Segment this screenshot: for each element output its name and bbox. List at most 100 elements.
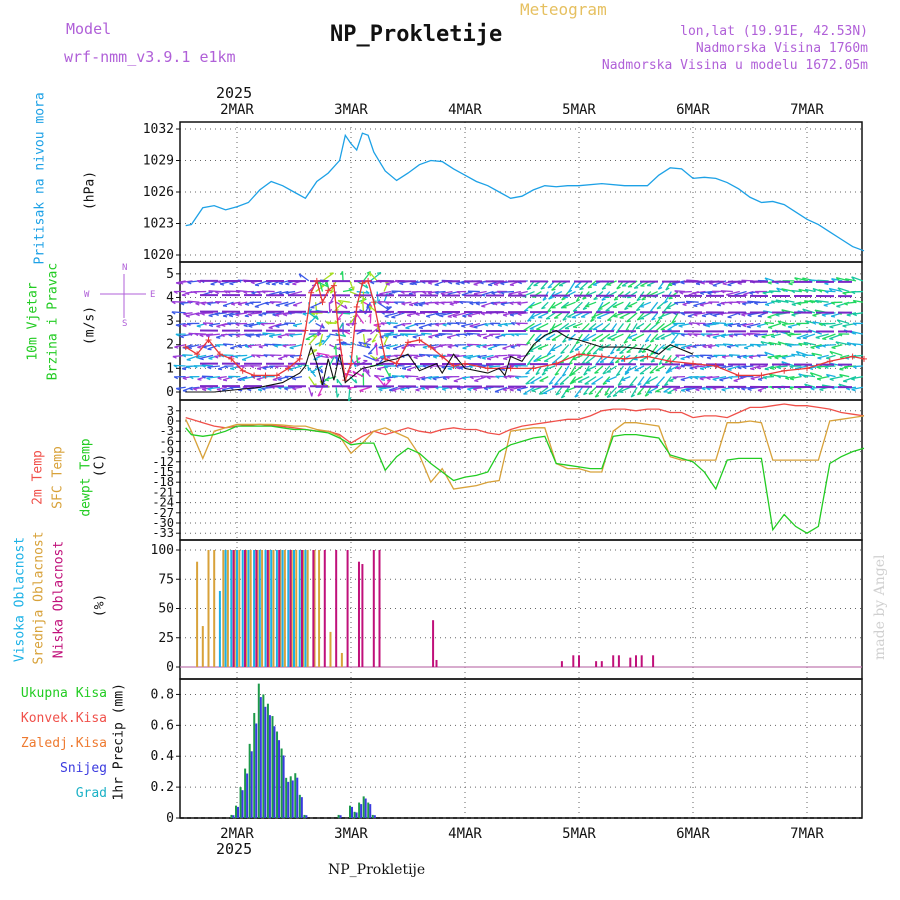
wind-arrow xyxy=(476,344,487,347)
wind-arrow-head xyxy=(407,343,413,348)
wind-arrow-head xyxy=(269,365,274,369)
wind-arrow-head xyxy=(727,324,733,328)
wind-arrow-head xyxy=(727,284,732,287)
wind-arrow-head xyxy=(415,313,420,317)
wind-arrow xyxy=(712,375,727,380)
wind-arrow-head xyxy=(696,322,701,326)
wind-arrow xyxy=(627,333,638,339)
wind-arrow-head xyxy=(282,344,287,348)
wind-arrow-head xyxy=(215,344,221,348)
wind-arrow-head xyxy=(393,301,399,305)
wind-arrow-head xyxy=(214,313,219,317)
wind-arrow-head xyxy=(585,305,590,308)
wind-arrow-head xyxy=(665,371,670,374)
mid-cloud-bar xyxy=(213,550,216,667)
wind-arrow-head xyxy=(851,291,856,295)
wind-arrow-head xyxy=(750,368,755,371)
wind-arrow-head xyxy=(434,291,439,295)
ytick-label: 100 xyxy=(151,543,174,558)
wind-arrow-head xyxy=(672,323,677,327)
wind-arrow-head xyxy=(233,355,239,359)
wind-arrow-head xyxy=(777,320,782,325)
wind-arrow xyxy=(742,322,754,326)
wind-arrow xyxy=(469,322,480,327)
wind-arrow-head xyxy=(602,382,607,385)
wind-arrow xyxy=(734,290,747,296)
precip-snow-bar xyxy=(305,815,308,818)
wind-arrow-head xyxy=(367,369,370,374)
wind-arrow-head xyxy=(479,281,484,285)
wind-arrow-head xyxy=(348,397,352,402)
wind-arrow-head xyxy=(187,281,192,285)
wind-arrow-head xyxy=(392,389,397,392)
wind-arrow-head xyxy=(216,336,221,339)
wind-arrow-head xyxy=(473,283,478,286)
wind-arrow-head xyxy=(386,356,391,359)
wind-arrow xyxy=(462,312,474,317)
wind-arrow xyxy=(631,333,645,341)
wind-arrow-head xyxy=(852,322,857,326)
wind-arrow-head xyxy=(283,354,288,358)
wind-arrow xyxy=(655,365,665,372)
wind-arrow-head xyxy=(475,302,480,306)
wind-arrow-head xyxy=(476,345,481,349)
wind-arrow xyxy=(598,301,611,310)
wind-arrow xyxy=(746,332,761,335)
wind-arrow-head xyxy=(432,377,437,381)
wind-arrow-head xyxy=(442,377,448,381)
wind-arrow xyxy=(671,312,679,324)
wind-arrow-head xyxy=(774,356,779,360)
wind-arrow xyxy=(607,312,618,322)
wind-arrow-head xyxy=(317,393,322,397)
wind-arrow-head xyxy=(624,307,629,311)
wind-arrow-head xyxy=(541,372,547,376)
precip-snow-bar xyxy=(232,815,235,818)
wind-arrow-head xyxy=(829,338,834,341)
mid-cloud-bar xyxy=(249,550,252,667)
wind-arrow xyxy=(293,301,303,306)
wind-arrow xyxy=(810,372,823,378)
top-xtick-label: 5MAR xyxy=(562,102,596,118)
wind-arrow-head xyxy=(809,300,814,304)
wind-arrow-head xyxy=(574,394,579,398)
mid-cloud-bar xyxy=(295,550,298,667)
wind-arrow-head xyxy=(387,306,392,309)
wind-arrow xyxy=(358,341,371,346)
wind-arrow xyxy=(852,312,863,315)
wind-arrow xyxy=(554,365,563,376)
wind-arrow-head xyxy=(292,283,297,286)
wind-arrow-head xyxy=(736,356,742,359)
wind-arrow xyxy=(502,344,515,350)
wind-arrow xyxy=(580,312,590,318)
wind-arrow-head xyxy=(708,301,713,305)
ytick-label: 4 xyxy=(166,290,174,305)
wind-arrow-head xyxy=(474,380,479,383)
wind-arrow-head xyxy=(734,344,739,348)
wind-arrow-head xyxy=(368,272,372,277)
wind-arrow xyxy=(336,312,344,321)
low-cloud-bar xyxy=(435,659,438,667)
wind-arrow xyxy=(435,322,446,326)
wind-arrow-head xyxy=(182,354,187,358)
mid-cloud-bar xyxy=(290,550,293,667)
wind-arrow-head xyxy=(418,304,423,307)
wind-arrow-head xyxy=(386,379,392,382)
wind-arrow xyxy=(477,354,487,358)
wind-arrow xyxy=(529,322,542,330)
wind-arrow-field xyxy=(171,271,864,402)
wind-arrow-head xyxy=(235,334,240,338)
wind-arrow-head xyxy=(291,377,297,381)
wind-arrow-head xyxy=(494,355,499,359)
wind-arrow-head xyxy=(681,312,686,316)
wind-arrow-head xyxy=(380,322,385,326)
wind-arrow xyxy=(601,322,611,332)
wind-arrow-head xyxy=(432,355,438,359)
wind-arrow-head xyxy=(548,382,553,385)
ytick-label: -27 xyxy=(152,506,174,520)
wind-arrow-head xyxy=(293,304,298,307)
wind-arrow xyxy=(537,344,549,350)
wind-arrow xyxy=(655,376,665,388)
wind-arrow xyxy=(768,322,781,329)
wind-arrow-head xyxy=(762,376,767,380)
wind-arrow xyxy=(275,301,289,306)
